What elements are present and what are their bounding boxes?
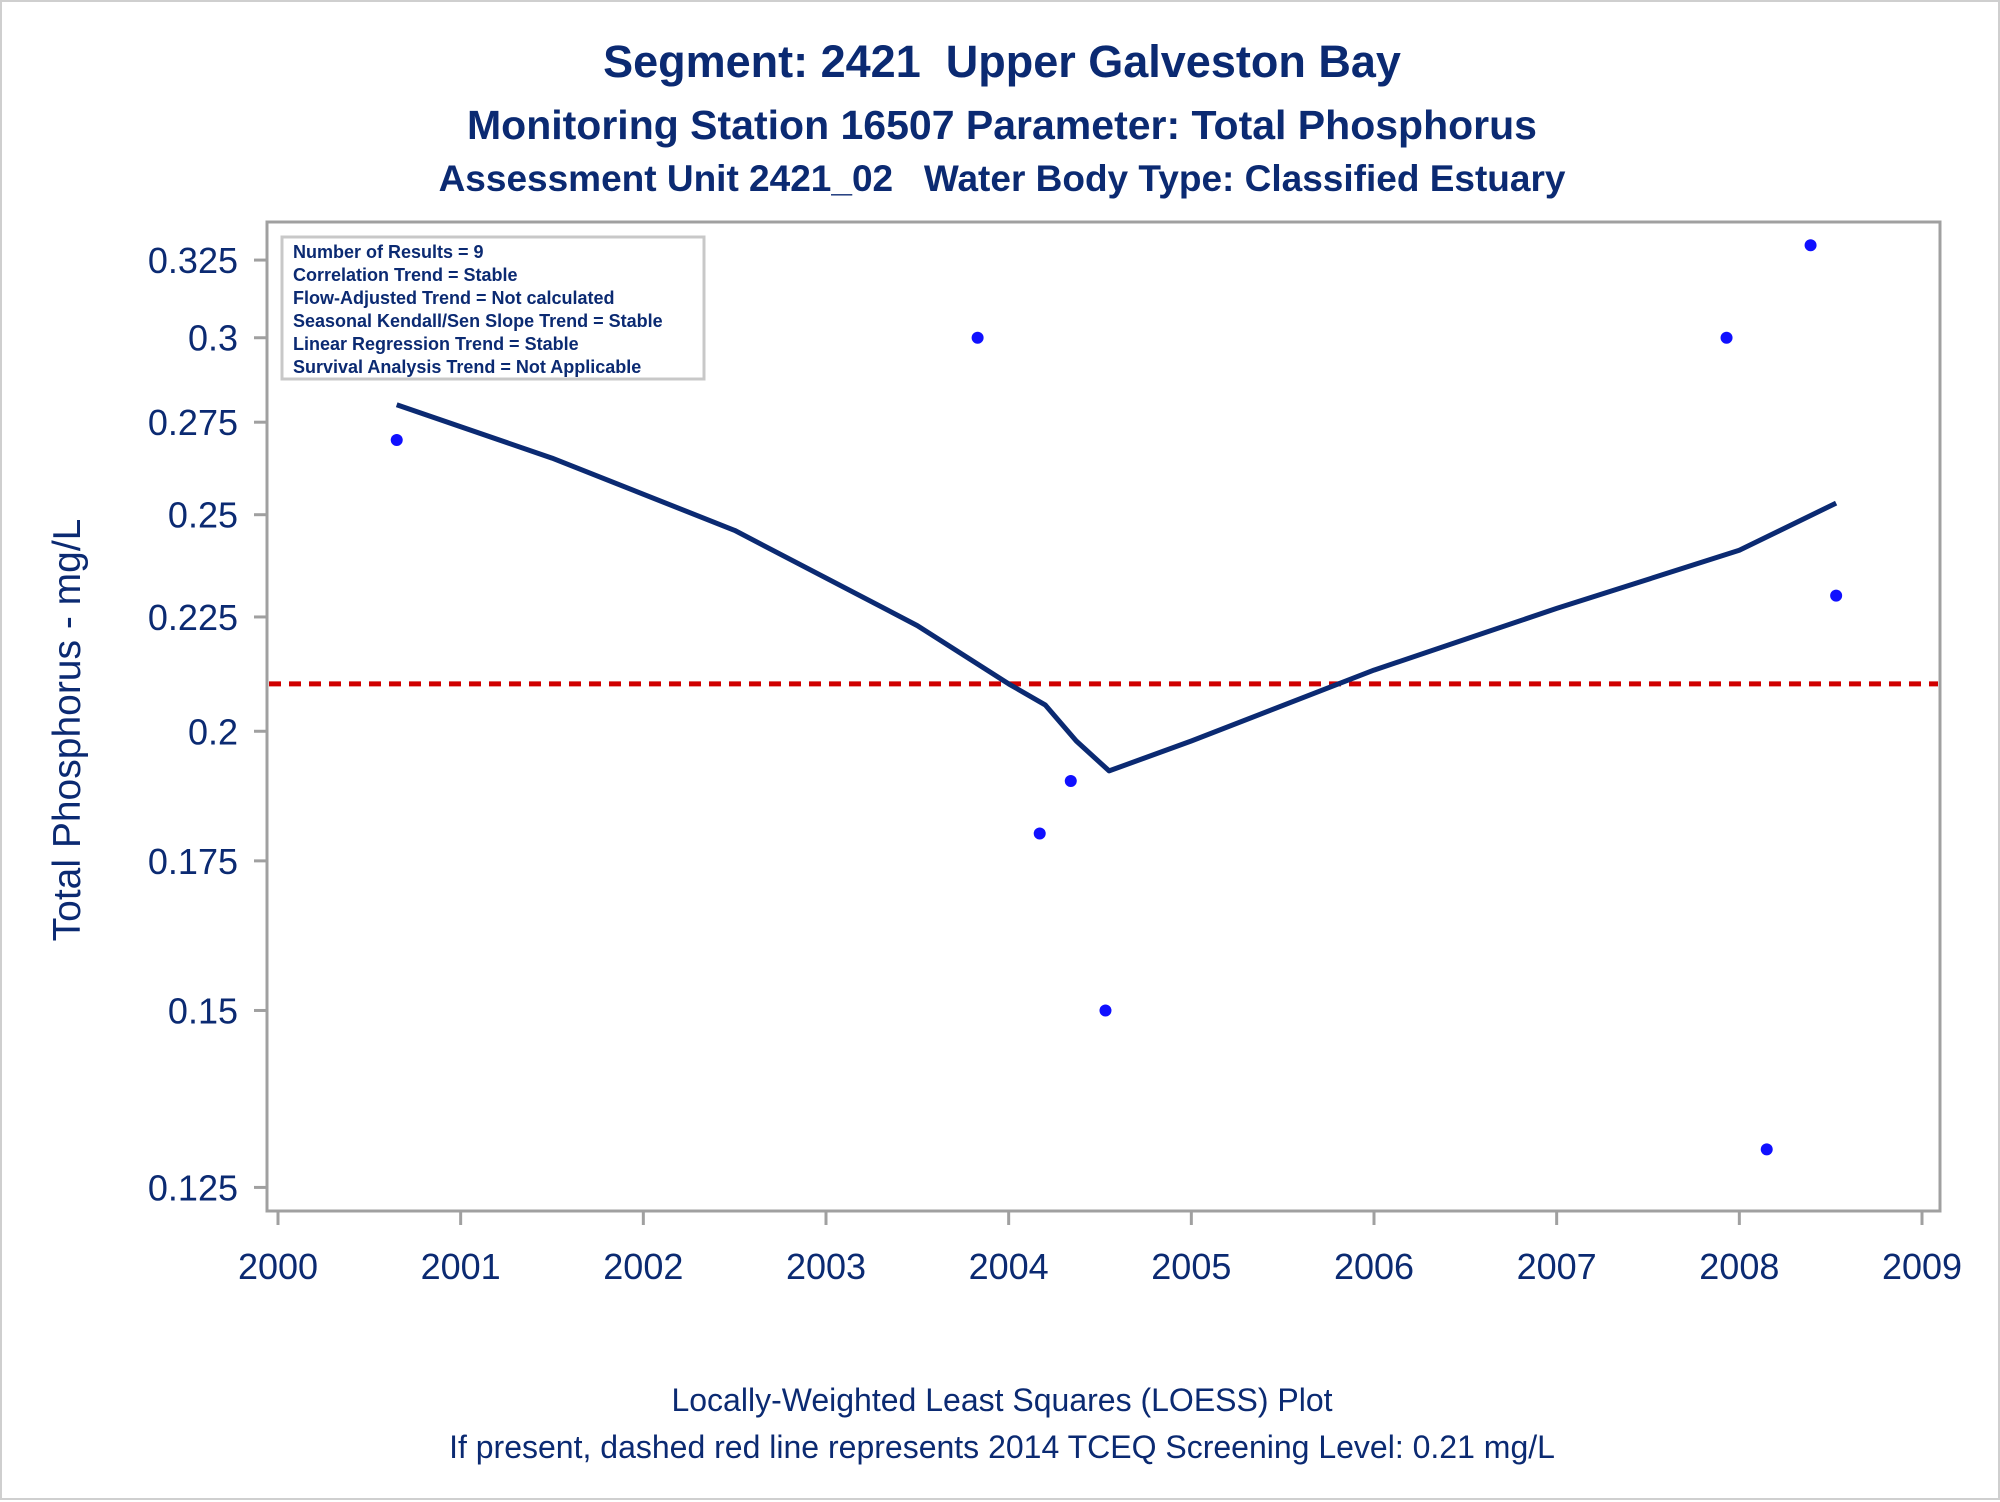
data-point bbox=[1804, 239, 1817, 252]
data-point bbox=[390, 434, 403, 447]
footnote-loess: Locally-Weighted Least Squares (LOESS) P… bbox=[671, 1382, 1333, 1418]
y-tick-label: 0.15 bbox=[168, 990, 238, 1031]
chart-subtitle-station: Monitoring Station 16507 Parameter: Tota… bbox=[467, 102, 1537, 148]
x-tick-label: 2002 bbox=[603, 1246, 683, 1287]
y-tick-label: 0.275 bbox=[148, 402, 238, 443]
x-tick-label: 2008 bbox=[1699, 1246, 1779, 1287]
stat-flow-adjusted-trend: Flow-Adjusted Trend = Not calculated bbox=[293, 288, 615, 308]
stats-box-frame bbox=[280, 235, 706, 381]
y-tick-label: 0.3 bbox=[188, 318, 238, 359]
chart-subtitle-assessment-unit: Assessment Unit 2421_02 Water Body Type:… bbox=[438, 158, 1566, 199]
loess-curve bbox=[395, 402, 1838, 774]
y-tick-label: 0.125 bbox=[148, 1167, 238, 1208]
x-tick-label: 2007 bbox=[1517, 1246, 1597, 1287]
data-point bbox=[971, 331, 984, 344]
y-axis-label: Total Phosphorus - mg/L bbox=[46, 519, 89, 942]
stat-survival-analysis-trend: Survival Analysis Trend = Not Applicable bbox=[293, 357, 641, 377]
data-point bbox=[1760, 1143, 1773, 1156]
y-tick-label: 0.25 bbox=[168, 495, 238, 536]
data-point bbox=[1099, 1004, 1112, 1017]
stat-correlation-trend: Correlation Trend = Stable bbox=[293, 265, 518, 285]
x-tick-label: 2001 bbox=[421, 1246, 501, 1287]
y-tick-label: 0.225 bbox=[148, 597, 238, 638]
data-point bbox=[1830, 589, 1843, 602]
x-tick-label: 2009 bbox=[1882, 1246, 1962, 1287]
x-tick-label: 2004 bbox=[969, 1246, 1049, 1287]
x-tick-label: 2003 bbox=[786, 1246, 866, 1287]
stats-box: Number of Results = 9 Correlation Trend … bbox=[280, 235, 706, 381]
y-tick-label: 0.2 bbox=[188, 711, 238, 752]
plot-frame bbox=[265, 220, 1942, 1213]
stat-number-of-results: Number of Results = 9 bbox=[293, 242, 484, 262]
x-tick-label: 2000 bbox=[238, 1246, 318, 1287]
x-tick-label: 2005 bbox=[1151, 1246, 1231, 1287]
chart-title: Segment: 2421 Upper Galveston Bay bbox=[603, 36, 1401, 87]
data-point bbox=[1064, 775, 1077, 788]
data-point bbox=[1033, 827, 1046, 840]
stat-seasonal-kendall-trend: Seasonal Kendall/Sen Slope Trend = Stabl… bbox=[293, 311, 663, 331]
data-point bbox=[1720, 331, 1733, 344]
axes-layer: 0.125 0.15 0.175 0.2 0.225 0.25 0.275 0.3 0.325 2… bbox=[148, 240, 1962, 1287]
y-tick-label: 0.325 bbox=[148, 240, 238, 281]
y-tick-label: 0.175 bbox=[148, 841, 238, 882]
footnote-screening-level: If present, dashed red line represents 2… bbox=[449, 1429, 1555, 1465]
stat-linear-regression-trend: Linear Regression Trend = Stable bbox=[293, 334, 579, 354]
data-points bbox=[390, 239, 1843, 1156]
x-tick-label: 2006 bbox=[1334, 1246, 1414, 1287]
